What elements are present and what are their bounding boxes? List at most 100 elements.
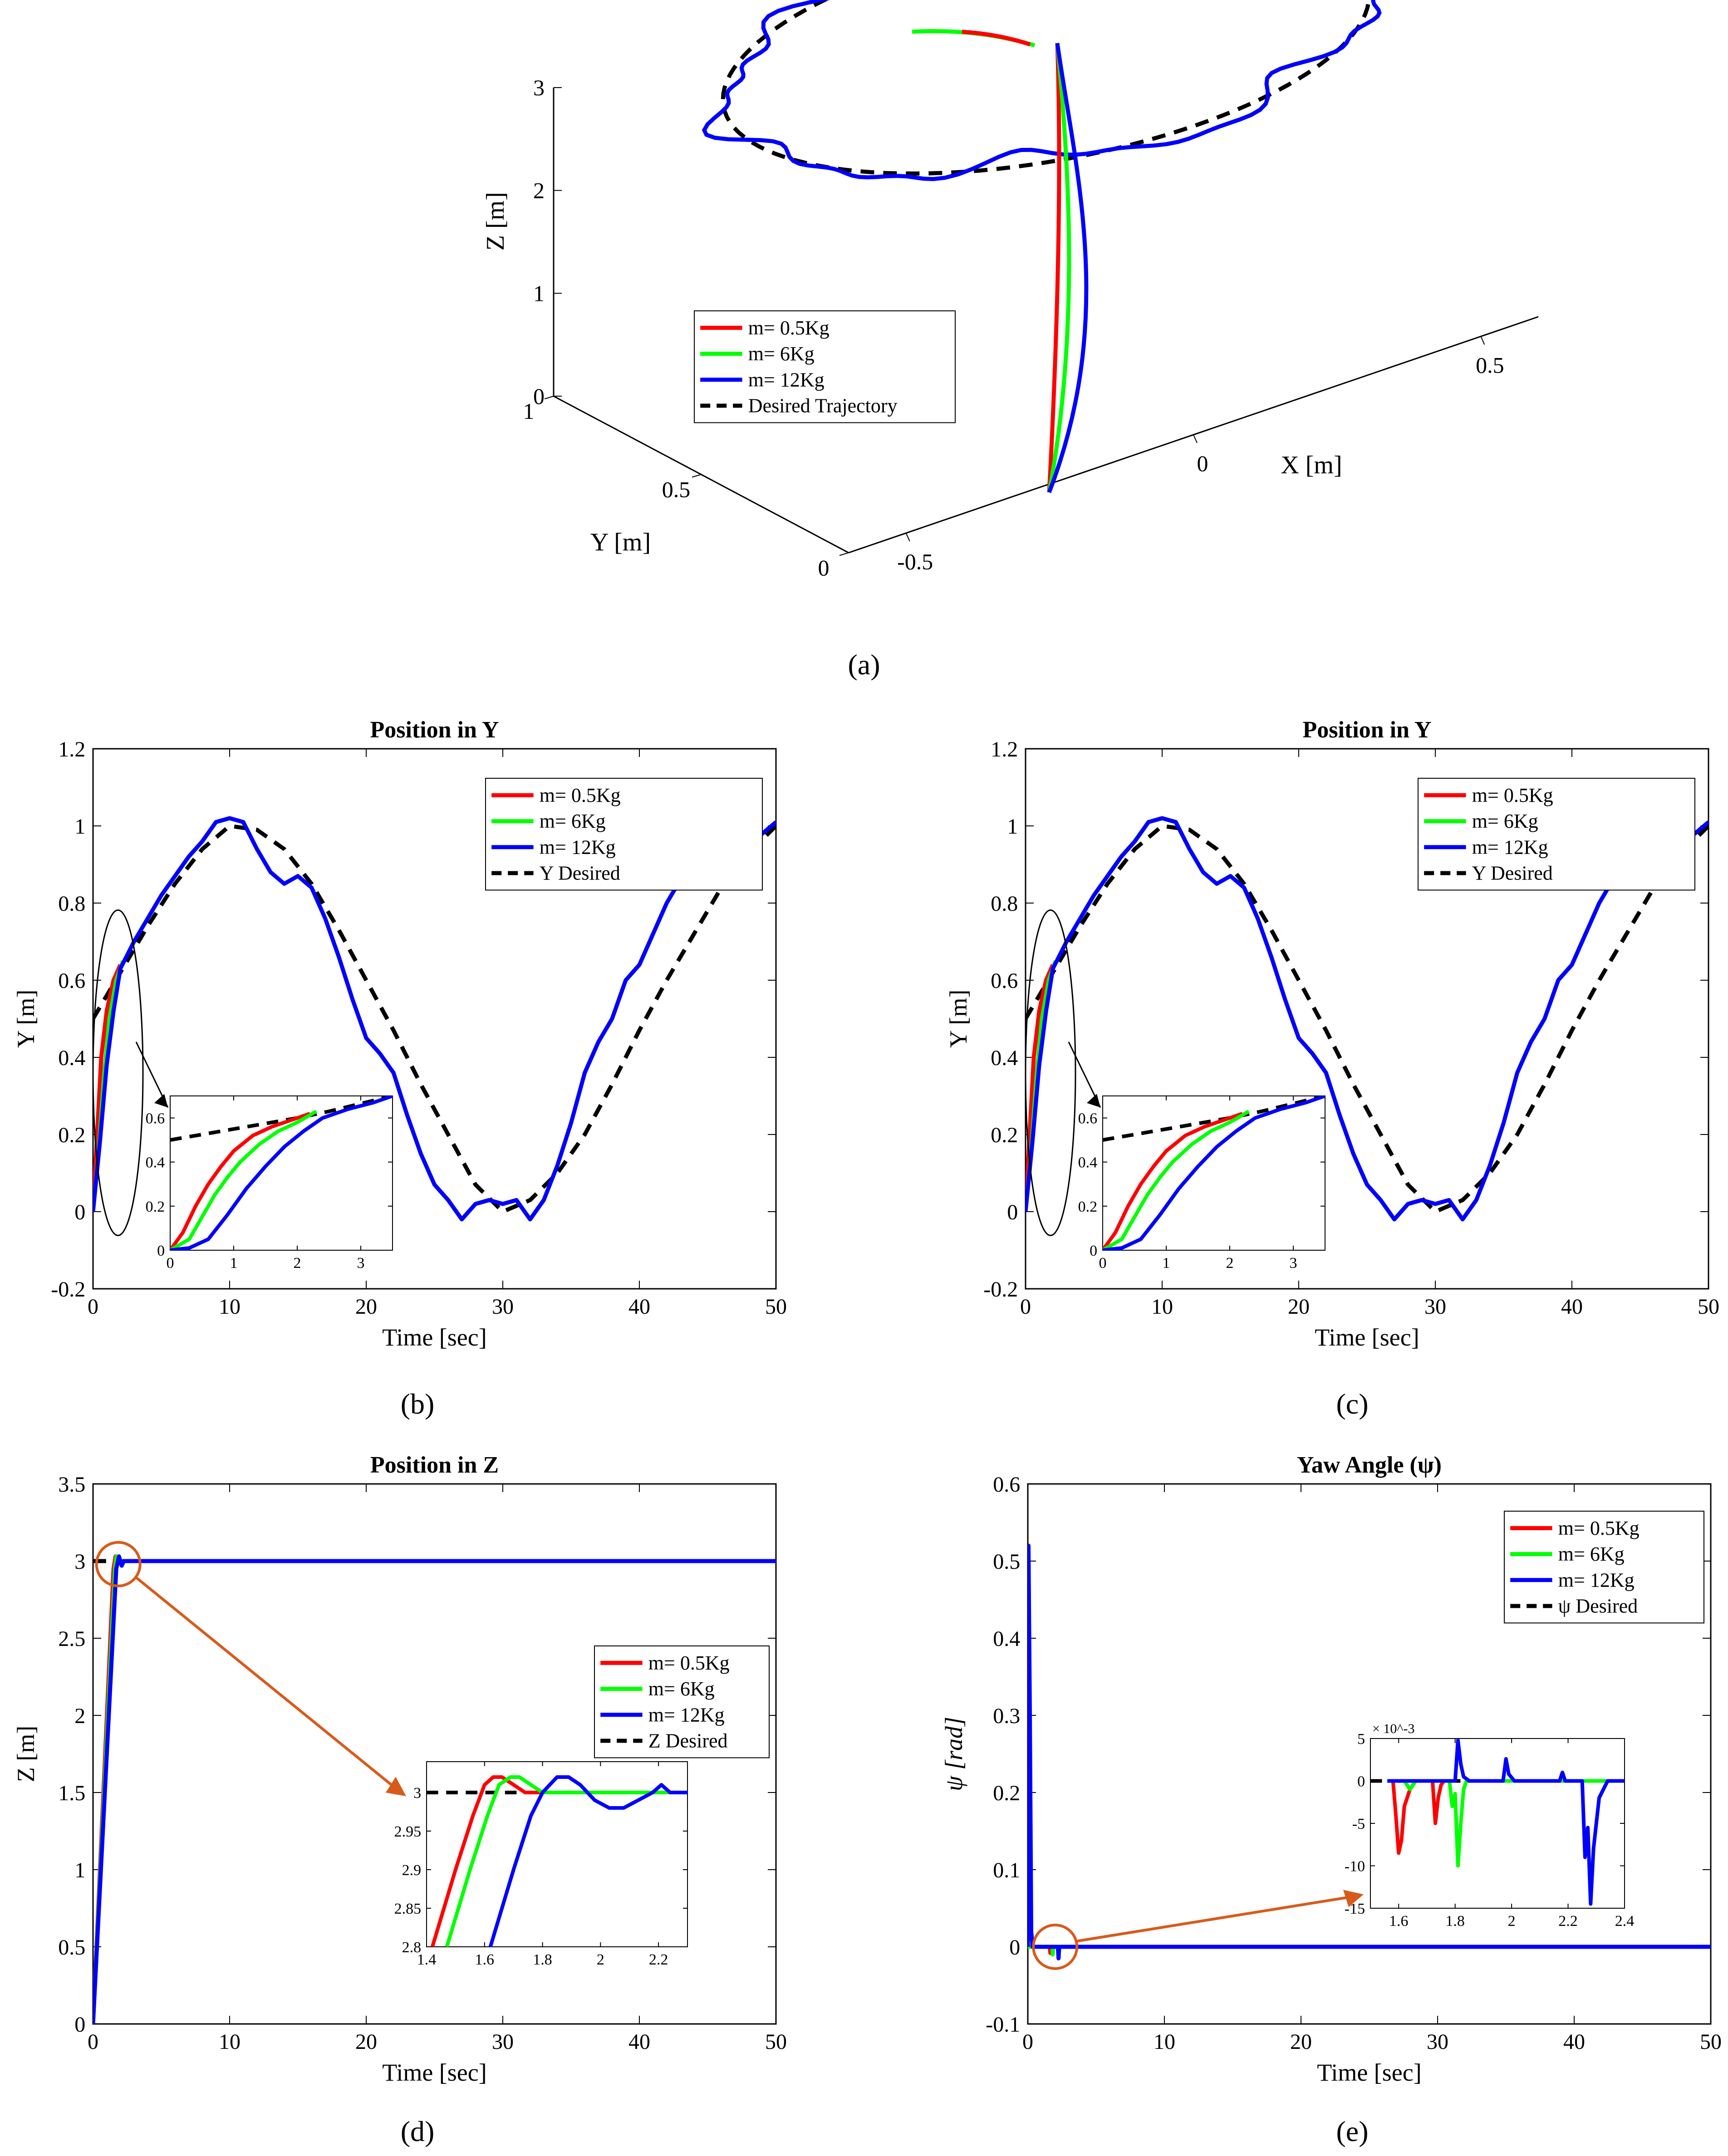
panel-b-position-y: Position in Y0 10 20 30 40 50-0.200.20.40.60.… xyxy=(12,717,787,1351)
chart-d-y-tick-label: 3.5 xyxy=(58,1473,85,1497)
chart-b-y-tick-label: 0.4 xyxy=(58,1046,85,1070)
chart-a-y-tick xyxy=(839,552,849,556)
chart-e-x-tick-label: 40 xyxy=(1563,2030,1585,2054)
chart-a-legend-label: m= 12Kg xyxy=(748,368,825,391)
chart-c-x-tick-label: 10 xyxy=(1151,1295,1173,1319)
chart-d-zoom-arrow xyxy=(135,1576,398,1791)
chart-d-inset-x-tick-label: 1.4 xyxy=(417,1951,437,1968)
chart-b-y-tick-label: 0 xyxy=(74,1200,85,1224)
chart-e-zoom-circle xyxy=(1032,1924,1079,1970)
chart-a-x-tick xyxy=(1480,336,1485,345)
chart-d-zoom-circle xyxy=(95,1541,142,1587)
chart-c-inset-x-tick-label: 3 xyxy=(1290,1255,1297,1272)
chart-e-zoom-arrow xyxy=(1075,1895,1353,1943)
chart-c-inset-plot-area xyxy=(1102,1095,1325,1251)
panel-label-b: (b) xyxy=(401,1388,435,1420)
chart-e-inset-y-tick-label: 0 xyxy=(1357,1773,1365,1790)
chart-c-y-tick-label: 0.2 xyxy=(991,1123,1018,1147)
chart-e-inset-y-tick-label: -15 xyxy=(1345,1901,1365,1917)
chart-b-inset-x-tick-label: 3 xyxy=(357,1255,365,1272)
chart-a-x-tick xyxy=(1193,434,1198,443)
chart-c-y-tick-label: -0.2 xyxy=(983,1277,1018,1301)
chart-e-y-tick-label: 0.4 xyxy=(993,1627,1020,1651)
chart-b-desired-line xyxy=(93,824,776,1214)
chart-a-desired-trajectory xyxy=(721,0,1371,176)
chart-b-x-tick-label: 10 xyxy=(219,1295,241,1319)
chart-c-y-tick-label: 1 xyxy=(1007,815,1018,839)
chart-d-x-tick-label: 50 xyxy=(765,2030,787,2054)
chart-e-y-tick-label: 0.2 xyxy=(993,1781,1020,1805)
chart-e-x-tick-label: 50 xyxy=(1700,2030,1722,2054)
chart-d-inset-series-line xyxy=(445,1775,687,1947)
chart-d-series-line xyxy=(93,1554,776,2024)
chart-c-x-tick-label: 50 xyxy=(1698,1295,1719,1319)
chart-b-y-tick-label: 0.8 xyxy=(58,892,85,916)
panel-label-a: (a) xyxy=(848,648,880,681)
chart-d-legend-label: Z Desired xyxy=(648,1730,728,1752)
chart-b-title: Position in Y xyxy=(370,717,499,743)
chart-d-inset-x-tick-label: 1.8 xyxy=(533,1951,552,1968)
chart-b-y-label: Y [m] xyxy=(12,990,39,1048)
chart-c-inset-x-tick-label: 0 xyxy=(1099,1255,1107,1272)
chart-a-series-12kg-loop xyxy=(702,0,1382,182)
chart-d-x-tick-label: 30 xyxy=(492,2030,514,2054)
chart-c-inset-y-tick-label: 0 xyxy=(1090,1243,1097,1259)
panel-d-position-z: Position in Z 0 10 20 30 40 50 0 0.5 1 1.5 2 2.5 3 3.5… xyxy=(12,1452,787,2086)
chart-e-y-tick-label: -0.1 xyxy=(986,2013,1020,2037)
chart-b-inset-x-tick-label: 0 xyxy=(167,1255,174,1272)
chart-a-z-tick-label: 2 xyxy=(533,178,545,203)
chart-b-inset-series-line xyxy=(170,1096,393,1250)
chart-b-inset-y-tick-label: 0.2 xyxy=(146,1198,165,1215)
chart-c-y-tick-label: 0.4 xyxy=(991,1046,1018,1070)
chart-b-inset-x-tick-label: 2 xyxy=(294,1255,301,1272)
chart-d-inset-y-tick-label: 2.85 xyxy=(394,1901,422,1917)
chart-c-inset-x-tick-label: 1 xyxy=(1163,1255,1170,1272)
chart-c-y-tick-label: 1.2 xyxy=(991,737,1018,761)
chart-b-x-label: Time [sec] xyxy=(382,1324,486,1351)
chart-d-x-tick-label: 40 xyxy=(628,2030,650,2054)
chart-d-x-tick-label: 10 xyxy=(219,2030,241,2054)
chart-e-y-label: ψ [rad] xyxy=(940,1717,967,1791)
chart-a-climb-red xyxy=(1047,43,1061,493)
chart-c-x-tick-label: 40 xyxy=(1561,1295,1583,1319)
chart-c-inset-series-line xyxy=(1103,1112,1243,1250)
chart-a-z-tick-label: 0 xyxy=(533,383,545,409)
chart-b-inset-series-line xyxy=(170,1112,311,1250)
chart-c-inset-y-tick-label: 0.4 xyxy=(1078,1154,1098,1171)
chart-c-series-line xyxy=(1026,816,1708,1222)
chart-b-legend-label: m= 0.5Kg xyxy=(540,784,621,806)
chart-b-x-tick-label: 40 xyxy=(628,1295,650,1319)
panel-label-d: (d) xyxy=(401,2115,435,2147)
chart-c-legend-label: Y Desired xyxy=(1472,862,1553,884)
chart-d-inset-y-tick-label: 2.8 xyxy=(402,1939,422,1956)
chart-e-x-tick-label: 20 xyxy=(1290,2030,1312,2054)
chart-d-inset-x-tick-label: 2 xyxy=(597,1951,604,1968)
chart-c-x-tick-label: 30 xyxy=(1424,1295,1446,1319)
chart-c-title: Position in Y xyxy=(1302,717,1431,743)
chart-b-x-tick-label: 50 xyxy=(765,1295,787,1319)
chart-d-y-tick-label: 1 xyxy=(74,1858,85,1882)
chart-d-inset-y-tick-label: 2.9 xyxy=(402,1862,422,1879)
chart-b-inset-x-tick-label: 1 xyxy=(230,1255,238,1272)
chart-e-legend-label: m= 12Kg xyxy=(1558,1569,1635,1591)
chart-b-inset-y-tick-label: 0 xyxy=(157,1243,165,1259)
chart-b-y-tick-label: 1.2 xyxy=(58,737,85,761)
chart-b-y-tick-label: 0.6 xyxy=(58,969,85,993)
chart-e-x-tick-label: 10 xyxy=(1154,2030,1175,2054)
chart-d-x-label: Time [sec] xyxy=(382,2059,486,2086)
panel-c-position-y: Position in Y0 10 20 30 40 50-0.200.20.40.60.… xyxy=(945,717,1719,1351)
chart-d-x-tick-label: 0 xyxy=(88,2030,98,2054)
chart-c-legend-label: m= 0.5Kg xyxy=(1472,784,1553,806)
chart-b-legend-label: m= 6Kg xyxy=(540,810,606,832)
panel-label-c: (c) xyxy=(1336,1388,1368,1420)
chart-d-y-tick-label: 3 xyxy=(74,1550,85,1574)
chart-b-inset-y-tick-label: 0.6 xyxy=(146,1110,165,1127)
chart-e-zoom-arrowhead xyxy=(1343,1890,1364,1907)
chart-d-zoom-arrowhead xyxy=(386,1777,406,1797)
chart-c-y-tick-label: 0 xyxy=(1007,1200,1018,1224)
chart-d-legend-label: m= 0.5Kg xyxy=(648,1652,730,1674)
chart-e-x-tick-label: 0 xyxy=(1022,2030,1033,2054)
chart-a-z-tick-label: 1 xyxy=(533,280,545,306)
chart-e-inset-scale-label: × 10^-3 xyxy=(1372,1721,1415,1736)
chart-c-x-tick-label: 0 xyxy=(1020,1295,1031,1319)
